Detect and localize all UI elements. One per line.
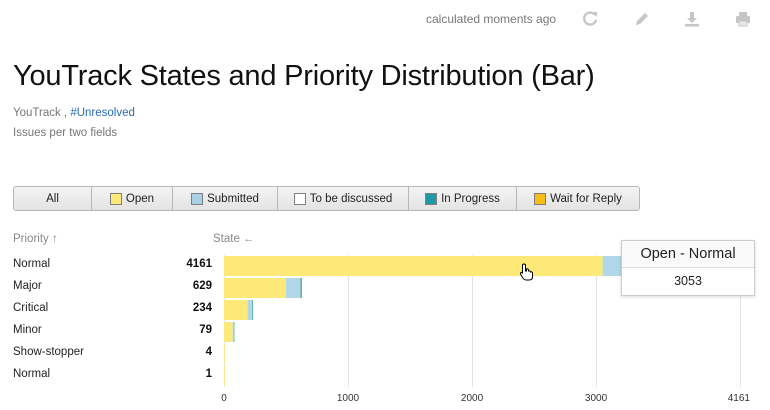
x-tick-label: 1000 [337,393,360,404]
x-tick-label: 0 [221,393,227,404]
priority-label: Minor [13,324,42,336]
bar-segment[interactable] [252,300,254,320]
priority-label: Normal [13,258,51,270]
bar-segment[interactable] [224,278,287,298]
filter-label: To be discussed [309,192,393,205]
priority-label: Major [13,280,42,292]
query-link[interactable]: #Unresolved [70,107,135,119]
state-filter-bar: All Open Submitted To be discussed In Pr… [13,186,640,211]
wait-for-reply-swatch [534,192,547,205]
in-progress-swatch [425,192,438,205]
bar-segment[interactable] [233,322,235,342]
filter-to-be-discussed-button[interactable]: To be discussed [278,187,409,210]
bar-segment[interactable] [224,344,225,364]
x-tick-label: 4161 [728,393,751,404]
filter-all-button[interactable]: All [14,187,92,210]
bar-segment[interactable] [224,300,248,320]
priority-count: 234 [192,302,212,314]
filter-label: All [46,192,59,205]
x-tick-label: 3000 [585,393,608,404]
to-be-discussed-swatch [293,192,306,205]
bar-segment[interactable] [224,256,603,276]
project-name: YouTrack [13,107,61,119]
download-icon[interactable] [683,10,701,28]
calculated-status: calculated moments ago [426,12,557,26]
report-description: Issues per two fields [13,127,118,139]
bar-segment[interactable] [247,300,253,320]
bar-segment[interactable] [286,278,301,298]
tooltip-title: Open - Normal [622,241,754,268]
report-title: YouTrack States and Priority Distributio… [13,60,595,92]
hand-cursor-icon [519,263,533,281]
filter-in-progress-button[interactable]: In Progress [409,187,517,210]
state-sort-header[interactable]: State ← [213,233,255,245]
x-tick-label: 2000 [461,393,484,404]
filter-label: Submitted [207,192,259,205]
bar-segment[interactable] [300,278,303,298]
priority-count: 4161 [186,258,212,270]
bar-segment[interactable] [224,366,225,386]
priority-count: 629 [192,280,212,292]
open-swatch [109,192,122,205]
priority-count: 79 [199,324,212,336]
filter-label: Wait for Reply [550,192,622,205]
priority-sort-header[interactable]: Priority ↑ [13,233,58,245]
tooltip-value: 3053 [674,274,702,288]
bar-tooltip: Open - Normal 3053 [621,240,755,296]
filter-submitted-button[interactable]: Submitted [173,187,278,210]
submitted-swatch [191,192,204,205]
print-icon[interactable] [734,10,752,28]
bar-segment[interactable] [224,322,233,342]
priority-label: Normal [13,368,51,380]
pencil-icon[interactable] [633,10,651,28]
filter-label: Open [125,192,155,205]
report-toolbar: calculated moments ago [0,10,770,28]
filter-open-button[interactable]: Open [92,187,173,210]
report-source: YouTrack , #Unresolved [13,107,135,119]
filter-label: In Progress [441,192,500,205]
priority-count: 4 [205,346,212,358]
priority-label: Critical [13,302,49,314]
priority-count: 1 [205,368,212,380]
source-separator: , [60,107,71,119]
refresh-icon[interactable] [581,10,599,28]
priority-label: Show-stopper [13,346,84,358]
bar-segment[interactable] [232,322,234,342]
filter-wait-for-reply-button[interactable]: Wait for Reply [517,187,639,210]
